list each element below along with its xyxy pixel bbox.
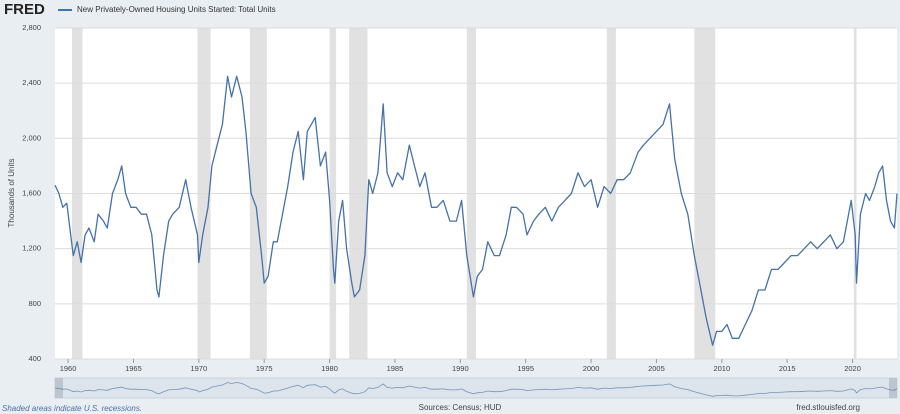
- navigator-handle[interactable]: [55, 378, 63, 398]
- site: fred.stlouisfed.org: [796, 403, 860, 412]
- logo: FRED: [4, 1, 45, 18]
- x-tick-label: 1960: [60, 364, 77, 373]
- x-tick-label: 2000: [583, 364, 600, 373]
- x-tick-label: 2015: [779, 364, 796, 373]
- recession-note: Shaded areas indicate U.S. recessions.: [2, 404, 142, 413]
- navigator-line: [54, 382, 898, 397]
- x-tick-label: 1990: [452, 364, 469, 373]
- x-tick-label: 2020: [844, 364, 861, 373]
- y-tick-label: 800: [28, 299, 41, 308]
- y-axis-label: Thousands of Units: [7, 159, 16, 228]
- y-tick-label: 1,200: [22, 244, 41, 253]
- legend-label: New Privately-Owned Housing Units Starte…: [77, 5, 276, 14]
- y-tick-label: 2,800: [22, 23, 41, 32]
- x-tick-label: 1985: [387, 364, 404, 373]
- y-tick-label: 2,400: [22, 78, 41, 87]
- y-tick-label: 400: [28, 354, 41, 363]
- source: Sources: Census; HUD: [419, 403, 502, 412]
- x-tick-label: 1965: [125, 364, 142, 373]
- x-tick-label: 1995: [517, 364, 534, 373]
- series-line: [54, 75, 898, 346]
- navigator[interactable]: [54, 377, 898, 399]
- x-tick-label: 2010: [713, 364, 730, 373]
- y-tick-label: 2,000: [22, 133, 41, 142]
- navigator-handle[interactable]: [889, 378, 897, 398]
- x-tick-label: 1975: [256, 364, 273, 373]
- x-tick-label: 1980: [321, 364, 338, 373]
- x-tick-label: 1970: [190, 364, 207, 373]
- y-tick-label: 1,600: [22, 188, 41, 197]
- x-tick-label: 2005: [648, 364, 665, 373]
